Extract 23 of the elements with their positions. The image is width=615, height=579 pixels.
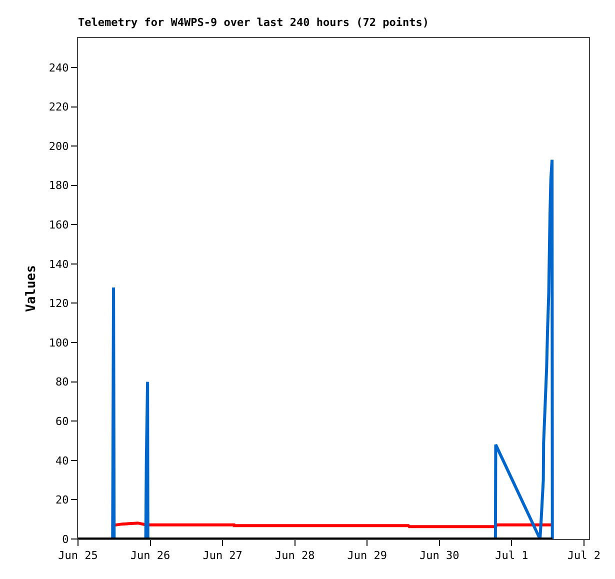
x-tick-label: Jun 26 bbox=[130, 549, 170, 562]
y-tick-label: 200 bbox=[48, 140, 69, 153]
y-tick-label: 240 bbox=[48, 61, 69, 74]
y-tick-label: 160 bbox=[48, 218, 69, 232]
y-tick-label: 140 bbox=[48, 258, 69, 271]
x-tick-label: Jun 29 bbox=[347, 549, 388, 562]
y-tick-label: 20 bbox=[56, 494, 69, 507]
y-axis-title: Values bbox=[24, 265, 39, 312]
chart-title: Telemetry for W4WPS-9 over last 240 hours (72 points) bbox=[78, 16, 429, 29]
x-tick-label: Jul 1 bbox=[495, 549, 528, 562]
y-tick-label: 100 bbox=[48, 336, 69, 350]
x-tick-label: Jun 27 bbox=[202, 549, 242, 562]
x-tick-label: Jun 25 bbox=[58, 549, 98, 562]
y-tick-label: 80 bbox=[56, 376, 69, 389]
x-tick-label: Jun 28 bbox=[274, 549, 315, 562]
y-tick-label: 220 bbox=[48, 100, 69, 114]
y-tick-label: 180 bbox=[48, 179, 69, 192]
x-tick-label: Jun 30 bbox=[420, 549, 460, 562]
y-tick-label: 60 bbox=[56, 414, 69, 428]
x-tick-label: Jul 2 bbox=[567, 549, 601, 562]
y-tick-label: 120 bbox=[48, 297, 69, 310]
y-tick-label: 40 bbox=[56, 454, 69, 468]
y-tick-label: 0 bbox=[62, 532, 69, 546]
